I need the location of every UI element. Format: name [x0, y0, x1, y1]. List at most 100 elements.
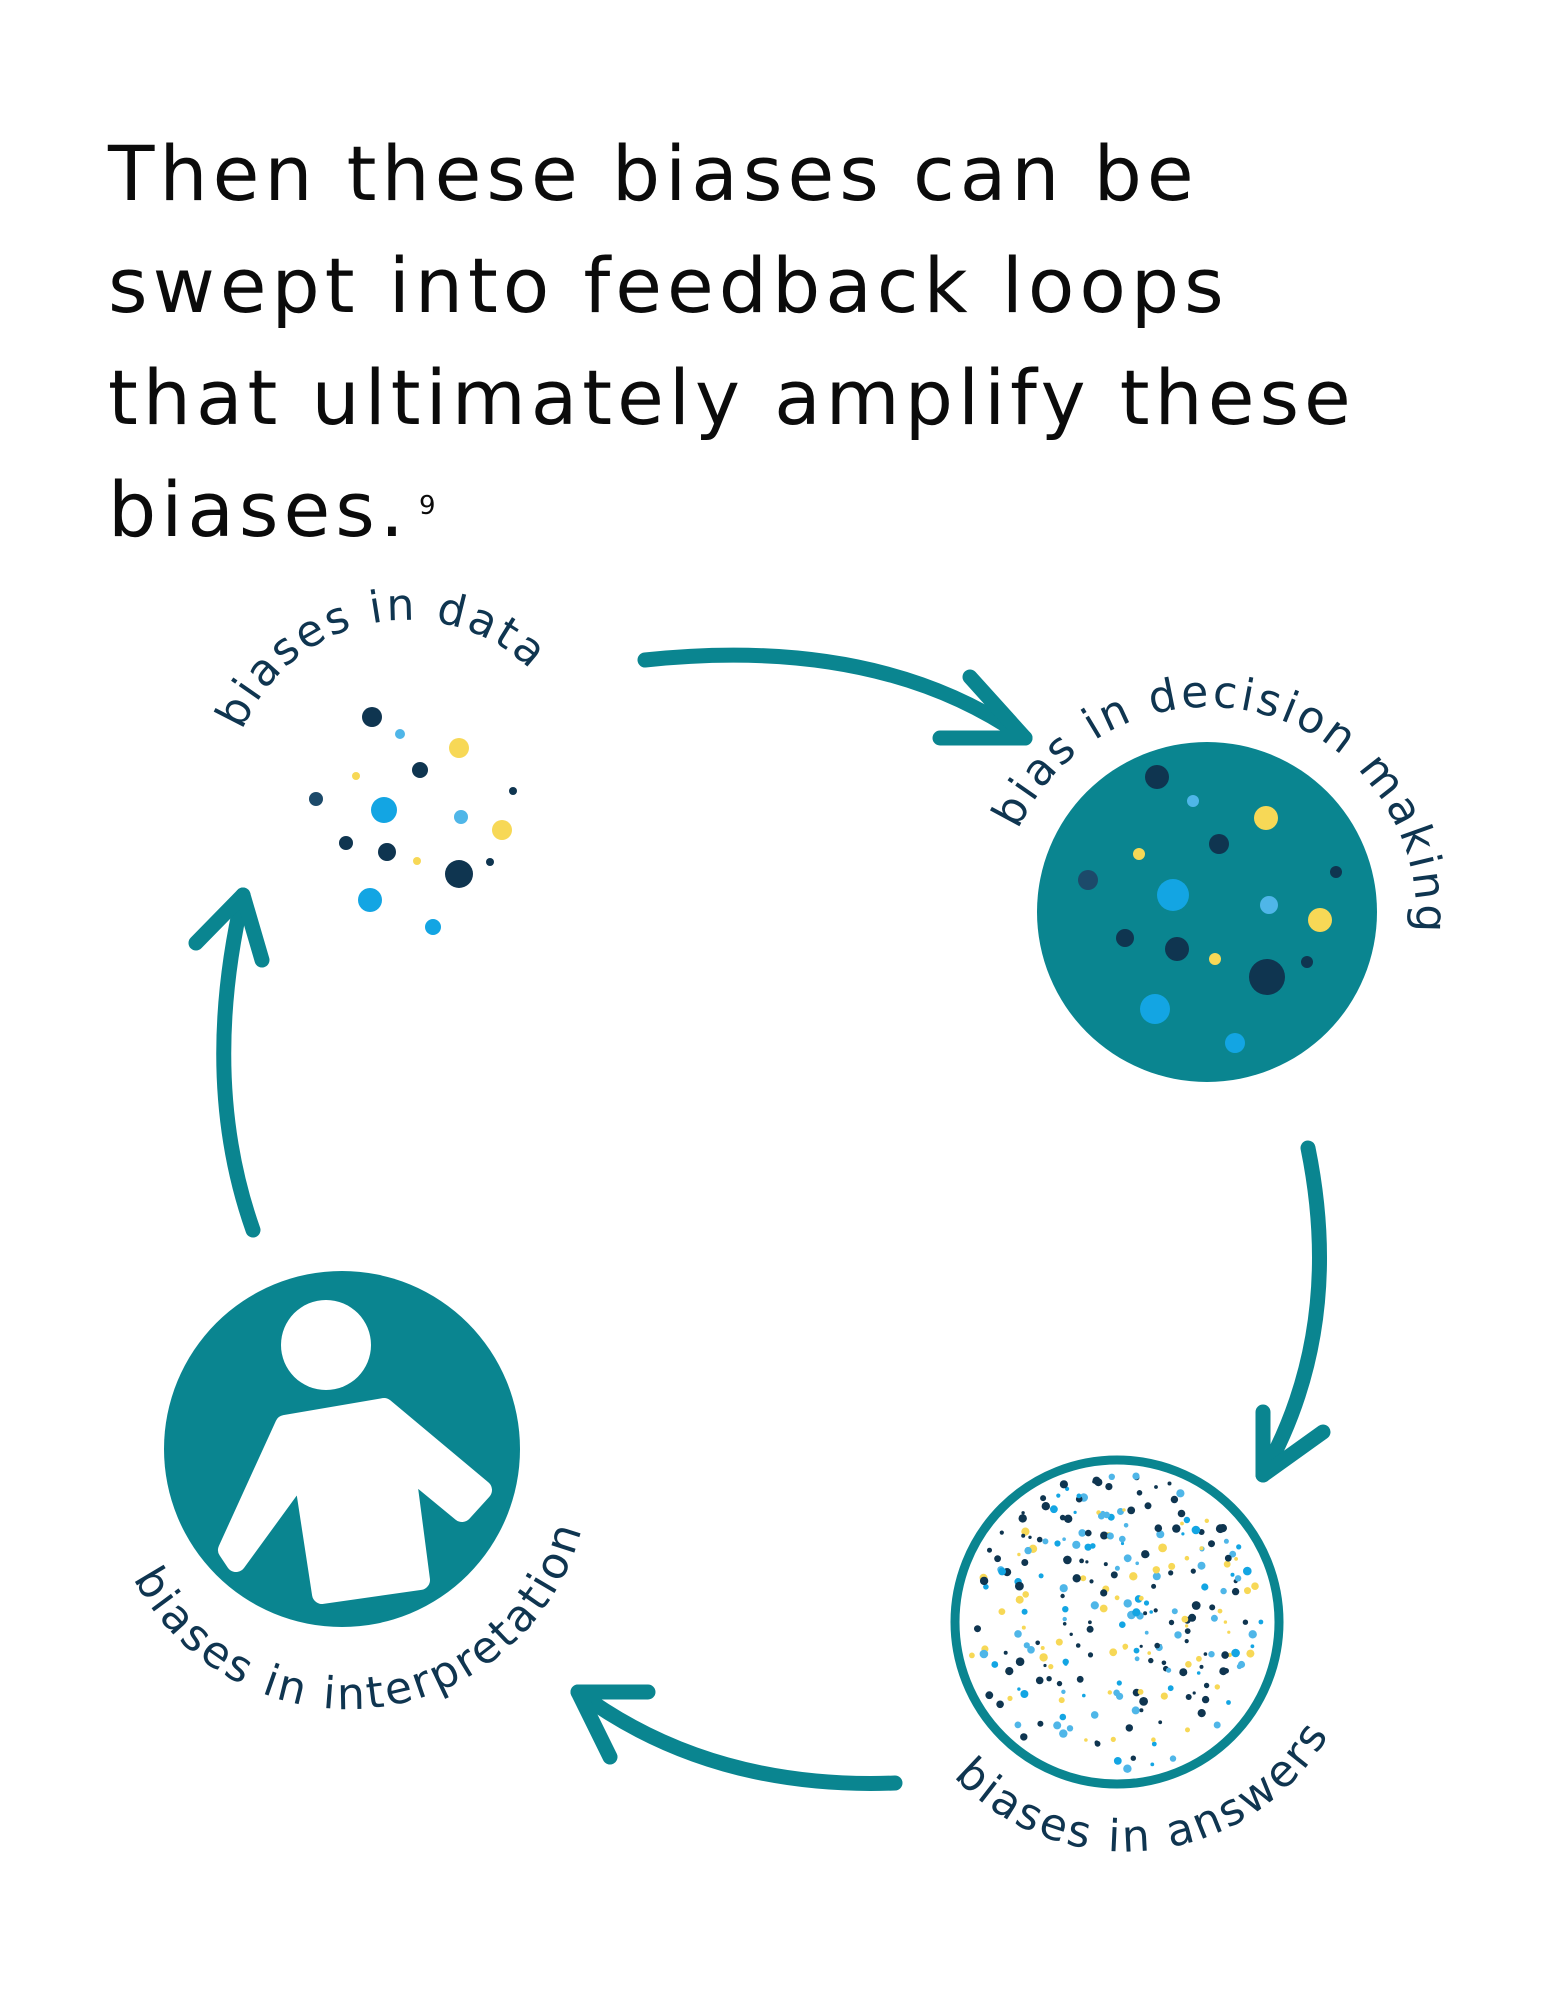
label-biases-in-data-text: biases in data [206, 580, 555, 736]
speckle-dot [1062, 1606, 1069, 1613]
speckle-dot [1078, 1529, 1086, 1537]
speckle-dot [1027, 1646, 1035, 1654]
speckle-dot [1085, 1529, 1092, 1537]
headline-line-3: that ultimately amplify these [108, 353, 1356, 442]
speckle-dot [1169, 1755, 1177, 1762]
speckle-dot [1135, 1561, 1139, 1566]
speckle-dot [1185, 1694, 1192, 1700]
speckle-dot [1243, 1566, 1252, 1576]
speckle-dot [1153, 1608, 1158, 1613]
dot [1249, 959, 1285, 995]
speckle-dot [1134, 1656, 1140, 1662]
speckle-dot [1223, 1560, 1231, 1568]
speckle-dot [1014, 1630, 1022, 1638]
speckle-dot [1110, 1571, 1118, 1579]
speckle-dot [1035, 1676, 1044, 1685]
speckle-dot [1106, 1532, 1114, 1540]
dot [1209, 953, 1221, 965]
speckle-dot [1007, 1695, 1013, 1701]
arrow-shaft [570, 1684, 903, 1791]
speckle-dot [1154, 1642, 1160, 1649]
dot [1308, 908, 1332, 932]
speckle-dot [1080, 1575, 1087, 1582]
speckle-dot [999, 1530, 1004, 1535]
speckle-dot [1171, 1608, 1178, 1615]
dot [309, 792, 323, 806]
speckle-dot [1100, 1589, 1108, 1597]
person-body [218, 1398, 492, 1604]
speckle-dot [1022, 1591, 1029, 1598]
speckle-dot [1214, 1684, 1221, 1690]
speckle-dot [974, 1625, 981, 1633]
speckle-dot [1073, 1510, 1077, 1514]
speckle-dot [1144, 1630, 1149, 1635]
speckle-dot [1021, 1608, 1028, 1615]
speckle-dot [1062, 1658, 1069, 1666]
speckle-dot [1139, 1697, 1148, 1706]
speckle-dot [1246, 1649, 1255, 1658]
speckle-dot [1133, 1647, 1140, 1654]
speckle-dot [1090, 1601, 1099, 1610]
dot [492, 820, 512, 840]
dot-cluster-icon [1078, 765, 1342, 1053]
speckle-dot [1132, 1472, 1140, 1480]
speckle-dot [1084, 1738, 1088, 1742]
dot [486, 858, 494, 866]
dot [378, 843, 396, 861]
arrow-answers-to-interpretation [570, 1684, 903, 1791]
speckle-dot [1185, 1661, 1192, 1668]
dot [1225, 1033, 1245, 1053]
headline: Then these biases can be swept into feed… [108, 118, 1488, 566]
speckle-dot [1151, 1737, 1156, 1742]
speckle-dot [1258, 1619, 1264, 1625]
arrow-shaft [216, 887, 261, 1238]
speckle-dot [1174, 1631, 1182, 1639]
speckle-dot [991, 1661, 999, 1668]
speckle-dot [1063, 1555, 1072, 1565]
speckle-dot [1161, 1660, 1167, 1666]
speckle-dot [1127, 1506, 1136, 1515]
speckle-dot [1059, 1514, 1066, 1521]
speckle-dot [979, 1576, 989, 1586]
dot [449, 738, 469, 758]
headline-line-2: swept into feedback loops [108, 241, 1229, 330]
speckle-dot [1177, 1509, 1186, 1518]
dot [1157, 879, 1189, 911]
speckle-dot [994, 1555, 1001, 1563]
dot [1145, 765, 1169, 789]
speckle-dot [1229, 1550, 1237, 1558]
speckle-dot [1125, 1724, 1134, 1732]
speckle-dot [1196, 1655, 1202, 1662]
arrow-shaft [1255, 1140, 1328, 1483]
speckle-dot [1114, 1595, 1120, 1601]
speckle-dot [1143, 1600, 1150, 1606]
speckle-dot [1116, 1692, 1124, 1700]
headline-line-4: biases. 9 [108, 454, 1488, 566]
speckle-dot [1123, 1764, 1132, 1773]
speckle-dot [1041, 1502, 1051, 1511]
dot [445, 860, 473, 888]
speckle-dot [1197, 1561, 1206, 1570]
speckle-dot [1059, 1584, 1068, 1593]
speckle-dot [1234, 1557, 1238, 1561]
speckle-dot [1129, 1572, 1138, 1581]
speckle-dot [1048, 1664, 1054, 1670]
speckle-dot [1076, 1675, 1084, 1683]
speckle-dot [1109, 1648, 1118, 1657]
speckle-dot [1179, 1668, 1188, 1677]
headline-line-4-text: biases. [108, 465, 410, 554]
speckle-dot [1156, 1530, 1165, 1539]
speckle-dot [1120, 1541, 1125, 1546]
speckle-dot [1150, 1762, 1155, 1767]
speckle-dot [1092, 1476, 1101, 1485]
speckle-dot [1098, 1512, 1105, 1520]
dot [509, 787, 517, 795]
speckle-dot [1122, 1508, 1126, 1512]
speckle-dot [1234, 1575, 1242, 1582]
person-icon [218, 1300, 492, 1604]
speckle-dot [1021, 1625, 1026, 1630]
speckle-dot [1021, 1527, 1030, 1536]
label-biases-in-data: biases in data [206, 580, 558, 736]
speckle-dot [1184, 1624, 1189, 1628]
speckle-dot [1103, 1562, 1108, 1567]
